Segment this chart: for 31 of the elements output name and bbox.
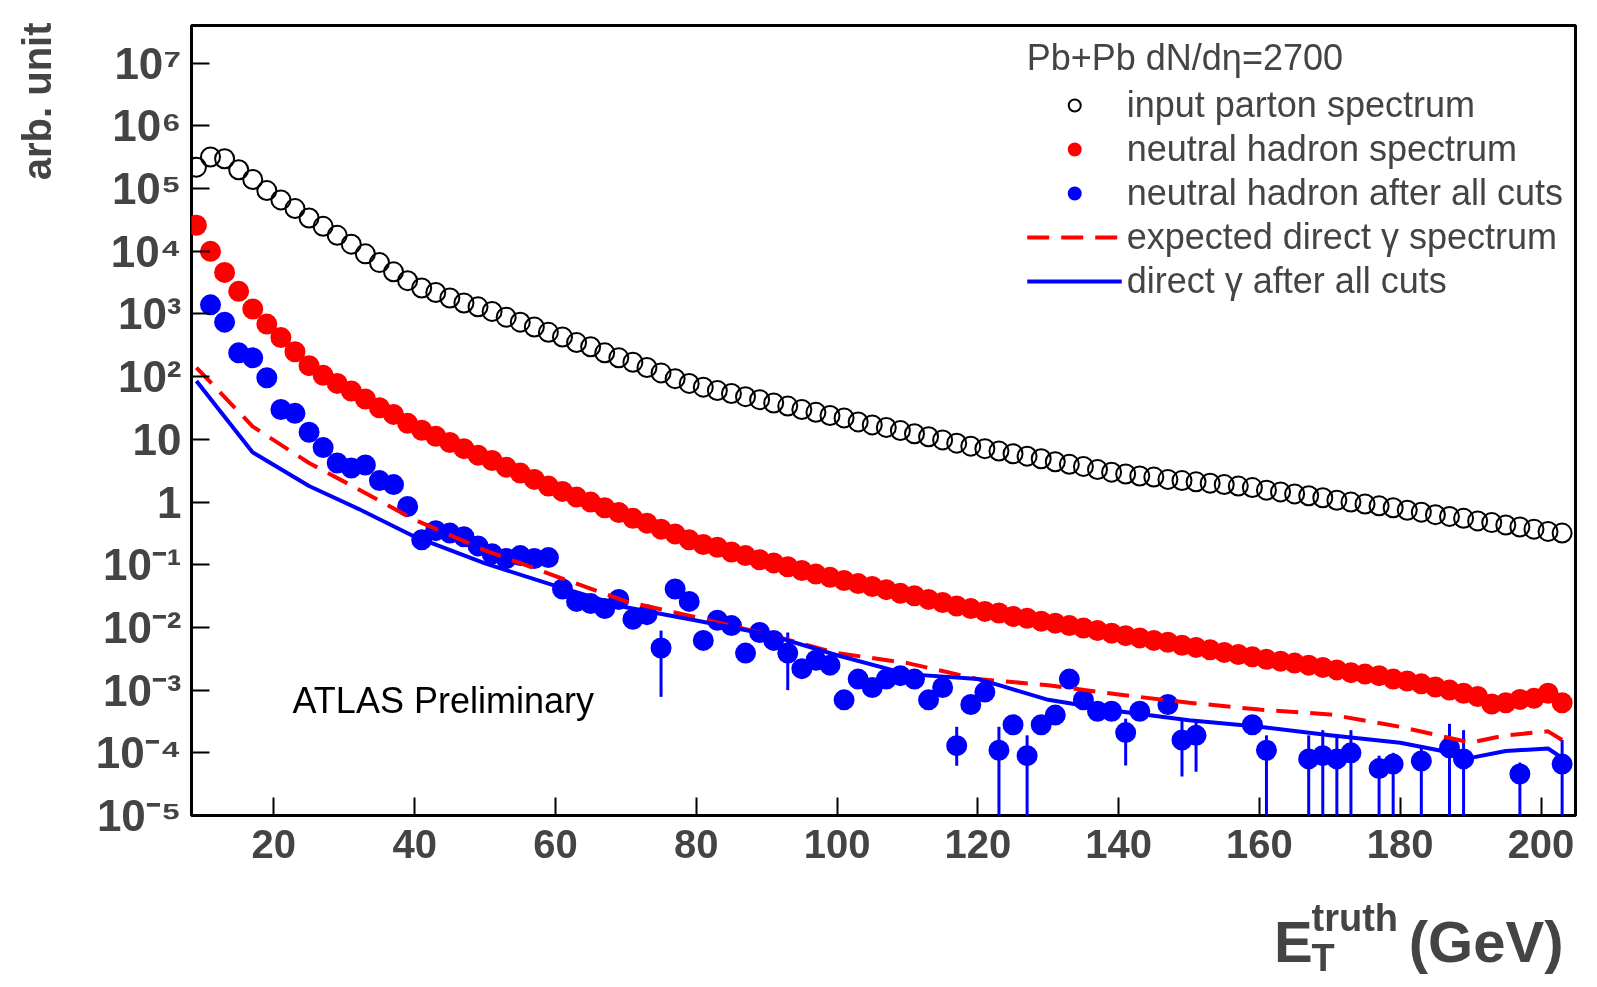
legend-label: neutral hadron spectrum	[1126, 128, 1517, 170]
y-tick-label: 10⁻³	[102, 665, 182, 715]
x-tick-label: 40	[392, 821, 437, 866]
y-tick-label: 10	[132, 414, 182, 464]
legend-label: input parton spectrum	[1126, 84, 1475, 126]
x-tick-label: 140	[1085, 821, 1153, 866]
x-tick-label: 120	[944, 821, 1012, 866]
y-tick-label: 10⁻⁵	[96, 791, 182, 840]
y-tick-label: 10²	[117, 352, 182, 402]
legend-label: expected direct γ spectrum	[1126, 216, 1557, 258]
y-tick-label: 10³	[117, 289, 182, 339]
legend-label: direct γ after all cuts	[1126, 260, 1447, 302]
y-tick-label: 10⁴	[110, 226, 182, 276]
x-tick-label: 80	[674, 821, 719, 866]
legend-label: neutral hadron after all cuts	[1126, 172, 1563, 214]
y-tick-label: 10⁷	[114, 38, 182, 88]
y-tick-label: 10⁶	[112, 101, 182, 151]
legend-title: Pb+Pb dN/dη=2700	[1026, 37, 1344, 79]
y-axis-title: arb. unit	[14, 22, 59, 181]
y-tick-label: 10⁻⁴	[95, 728, 182, 778]
y-tick-label: 1	[157, 477, 182, 527]
x-tick-label: 100	[803, 821, 871, 866]
x-tick-label: 60	[533, 821, 578, 866]
x-tick-label: 20	[251, 821, 297, 866]
x-tick-label: 160	[1226, 821, 1293, 866]
y-tick-label: 10⁻¹	[102, 540, 182, 590]
y-tick-label: 10⁻²	[102, 602, 182, 652]
x-tick-label: 200	[1507, 821, 1575, 866]
annotation: ATLAS Preliminary	[292, 679, 594, 721]
y-tick-label: 10⁵	[111, 164, 182, 214]
x-tick-label: 180	[1366, 821, 1434, 866]
